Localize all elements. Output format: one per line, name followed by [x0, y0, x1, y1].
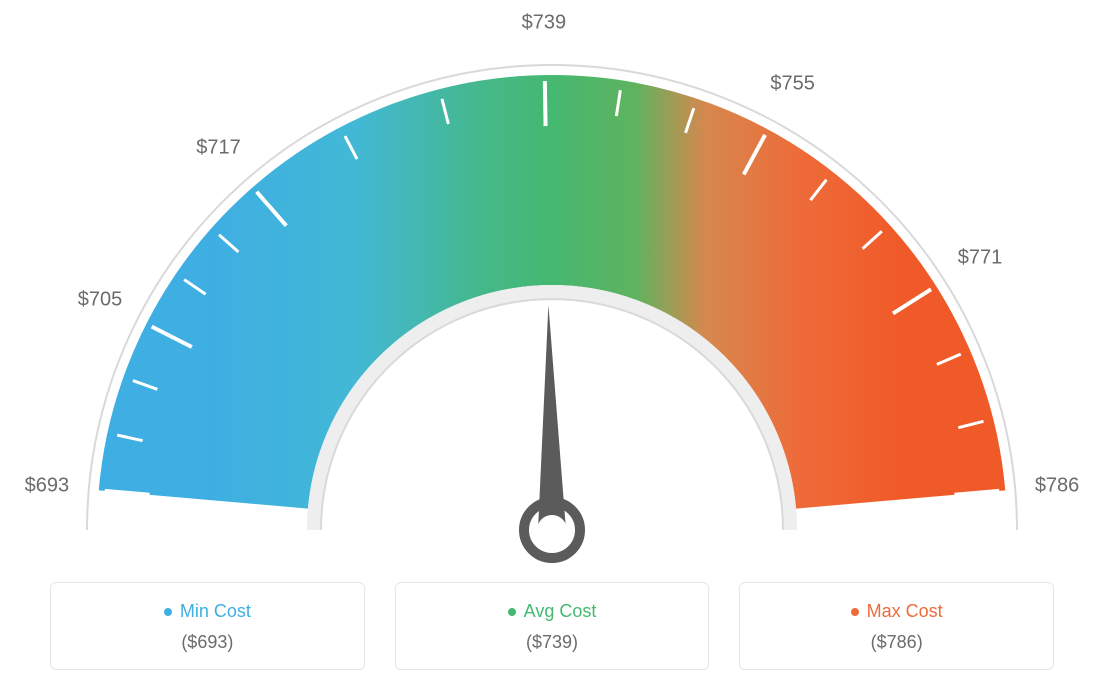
legend-min-value: ($693)	[61, 632, 354, 653]
legend-avg-label: Avg Cost	[524, 601, 597, 622]
legend-avg-value: ($739)	[406, 632, 699, 653]
gauge-tick-label: $717	[196, 137, 241, 160]
legend-card-max: Max Cost ($786)	[739, 582, 1054, 670]
gauge-tick-label: $755	[770, 72, 815, 95]
legend-max-label: Max Cost	[867, 601, 943, 622]
legend-dot-max	[851, 608, 859, 616]
legend-card-avg: Avg Cost ($739)	[395, 582, 710, 670]
gauge-tick-label: $739	[522, 12, 567, 35]
cost-gauge: $693 $705 $717 $739 $755 $771 $786	[0, 0, 1104, 570]
gauge-tick-label: $693	[25, 474, 70, 497]
legend-dot-avg	[508, 608, 516, 616]
gauge-tick-label: $705	[78, 289, 123, 312]
legend-card-min: Min Cost ($693)	[50, 582, 365, 670]
legend-dot-min	[164, 608, 172, 616]
legend-max-value: ($786)	[750, 632, 1043, 653]
legend-min-label: Min Cost	[180, 601, 251, 622]
legend-row: Min Cost ($693) Avg Cost ($739) Max Cost…	[50, 582, 1054, 670]
gauge-tick-label: $771	[958, 247, 1003, 270]
gauge-tick-label: $786	[1035, 474, 1080, 497]
